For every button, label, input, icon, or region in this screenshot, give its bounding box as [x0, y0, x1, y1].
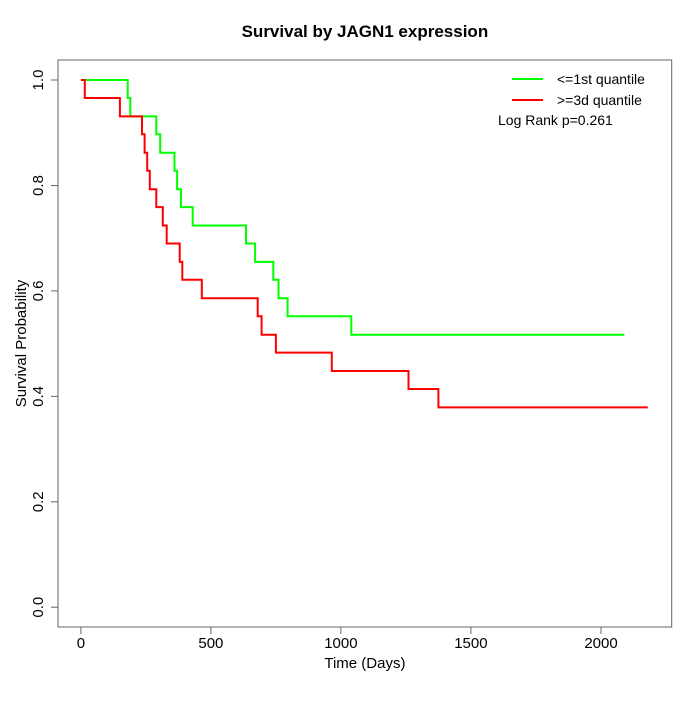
- y-axis-label: Survival Probability: [13, 279, 30, 407]
- x-tick-label: 0: [77, 635, 85, 652]
- x-axis: 0 500 1000 1500 2000: [77, 627, 618, 652]
- chart-title: Survival by JAGN1 expression: [242, 22, 489, 41]
- y-tick-label: 0.8: [30, 175, 47, 196]
- x-tick-label: 1500: [454, 635, 487, 652]
- y-tick-label: 0.0: [30, 597, 47, 618]
- x-tick-label: 500: [198, 635, 223, 652]
- legend-label-third-quantile: >=3d quantile: [557, 92, 642, 108]
- x-tick-label: 1000: [324, 635, 357, 652]
- x-axis-label: Time (Days): [324, 655, 405, 672]
- y-tick-label: 0.2: [30, 491, 47, 512]
- plot-box: [57, 59, 673, 628]
- log-rank-annotation: Log Rank p=0.261: [498, 112, 613, 128]
- y-axis: 0.0 0.2 0.4 0.6 0.8 1.0: [30, 70, 58, 618]
- y-tick-label: 0.6: [30, 280, 47, 301]
- legend: <=1st quantile >=3d quantile Log Rank p=…: [498, 71, 645, 128]
- y-tick-label: 0.4: [30, 386, 47, 407]
- km-curve-third-quantile: [80, 79, 648, 409]
- km-curve-first-quantile: [80, 79, 625, 336]
- km-curves: [80, 79, 648, 409]
- x-tick-label: 2000: [584, 635, 617, 652]
- y-tick-label: 1.0: [30, 70, 47, 91]
- legend-label-first-quantile: <=1st quantile: [557, 71, 645, 87]
